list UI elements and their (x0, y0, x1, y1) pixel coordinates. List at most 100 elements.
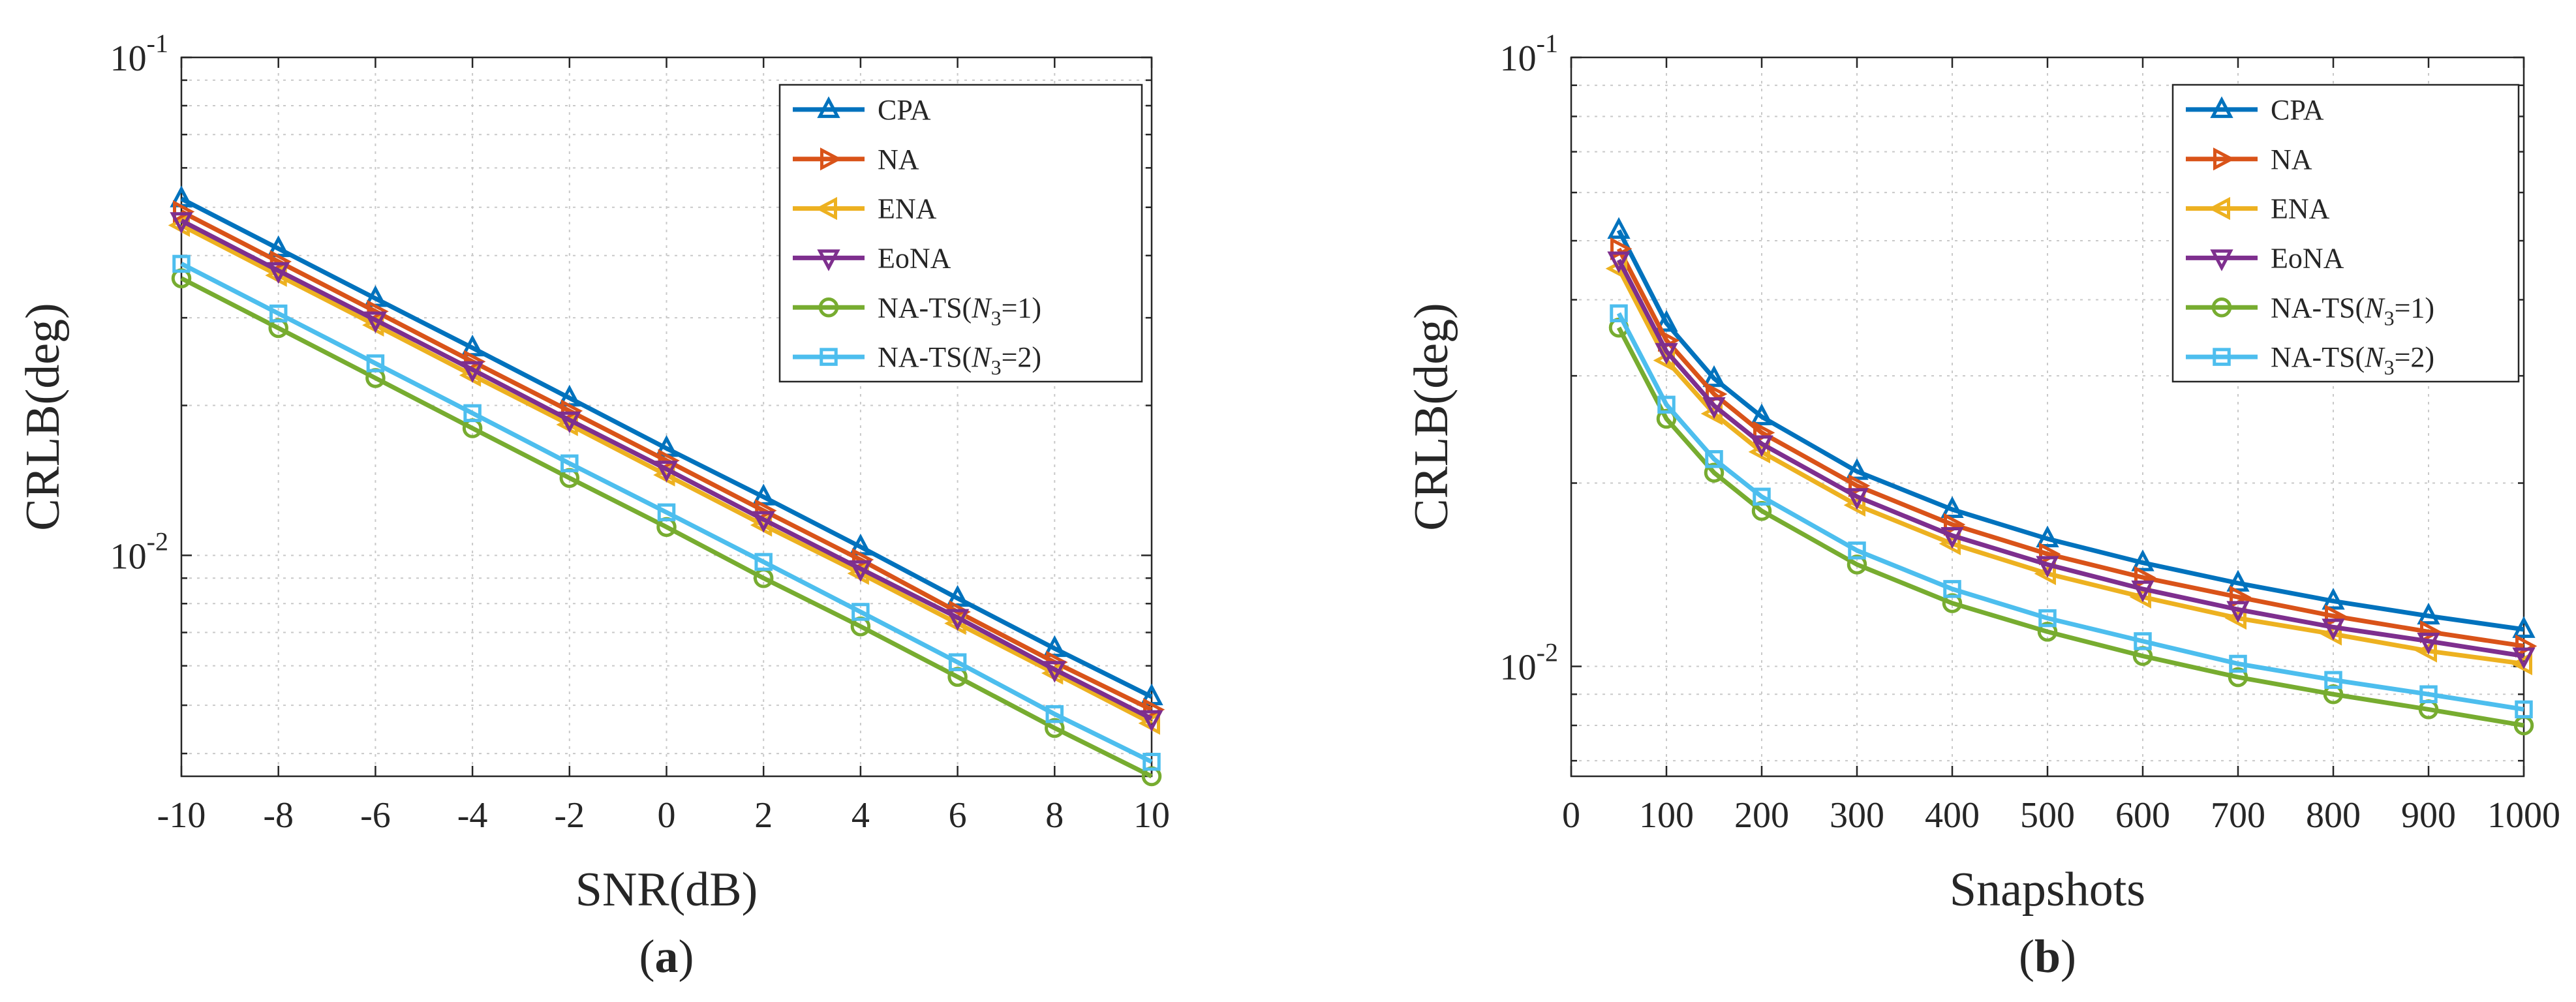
data-point (658, 449, 680, 472)
legend-marker (2210, 96, 2233, 118)
data-point (1750, 403, 1773, 425)
y-tick-label: 10-1 (110, 29, 168, 79)
data-point (2512, 616, 2536, 638)
x-tick-label: 0 (658, 795, 676, 836)
legend-label: NA (2271, 144, 2312, 175)
data-point (2322, 588, 2345, 610)
series-EoNA (1607, 251, 2536, 669)
series-line (180, 276, 1153, 779)
data-point (1750, 435, 1773, 457)
data-point (2037, 622, 2058, 642)
x-tick-label: 0 (1562, 795, 1580, 836)
legend-marker (815, 196, 837, 220)
x-tick-label: 100 (1639, 795, 1694, 836)
x-tick-label: 500 (2020, 795, 2075, 836)
legend-marker (820, 147, 842, 171)
legend-box (778, 84, 1143, 383)
legend-box (2171, 84, 2520, 383)
legend-item: NA-TS(N3=2) (793, 341, 1041, 379)
data-point (170, 212, 193, 234)
data-point (1140, 710, 1163, 732)
legend-marker (2210, 249, 2233, 271)
chart-a: -10 -8 -6 -4 -2 0 2 4 6 8 10 10-1 10-2 SNR(dB) CRLB(de… (16, 29, 1170, 982)
x-tick-label: -2 (554, 795, 585, 836)
data-point (948, 653, 967, 671)
series-line (1616, 229, 2524, 632)
data-point (1655, 310, 1678, 332)
series-line (180, 219, 1153, 721)
legend-item: NA (2186, 144, 2312, 175)
x-tick-label: -8 (263, 795, 294, 836)
y-axis-label: CRLB(deg) (1405, 303, 1458, 530)
x-tick-label: 700 (2211, 795, 2265, 836)
legend-item: CPA (793, 94, 931, 126)
data-point (560, 454, 579, 473)
x-tick-label: 300 (1830, 795, 1884, 836)
x-tick-label: -10 (157, 795, 206, 836)
x-tick-label: 400 (1925, 795, 1980, 836)
legend-label: EoNA (2271, 242, 2344, 274)
data-point (363, 311, 388, 333)
x-tick-label: 4 (851, 795, 870, 836)
legend-item: NA-TS(N3=1) (2186, 292, 2434, 329)
data-point (1702, 397, 1726, 419)
chart-b: 0 100 200 300 400 500 600 700 800 900 1000 10-1 10-2… (1405, 29, 2560, 982)
data-point (2417, 632, 2440, 655)
series-EoNA (170, 212, 1163, 732)
legend: CPA NA ENA EoNA NA-TS(N3=1) NA-TS(N3=2) (2171, 84, 2520, 383)
data-point (2324, 671, 2342, 690)
figure-caption: (a) (639, 930, 694, 982)
legend-label: NA (878, 144, 919, 175)
data-point (1705, 449, 1723, 468)
data-point (1702, 365, 1726, 387)
data-point (2417, 602, 2440, 625)
data-point (2322, 618, 2345, 641)
legend-label: CPA (2271, 94, 2324, 126)
data-point (1657, 395, 1676, 414)
data-point (2229, 654, 2247, 673)
data-point (558, 411, 581, 434)
legend-label: EoNA (878, 242, 951, 274)
legend-marker (2211, 297, 2232, 318)
data-point (2512, 647, 2536, 669)
data-point (366, 354, 385, 372)
x-tick-label: 600 (2115, 795, 2170, 836)
y-axis-label: CRLB(deg) (16, 303, 70, 530)
data-point (269, 304, 288, 323)
data-point (2131, 580, 2154, 603)
data-point (752, 511, 775, 533)
data-point (172, 254, 191, 273)
x-tick-label: 900 (2401, 795, 2456, 836)
data-point (2036, 556, 2059, 578)
data-point (267, 262, 290, 284)
x-axis-label: SNR(dB) (575, 863, 758, 917)
data-point (1043, 661, 1066, 683)
data-point (849, 560, 872, 583)
series-CPA (1607, 217, 2536, 638)
legend-marker (818, 297, 839, 318)
series-CPA (170, 185, 1163, 706)
legend-marker (2213, 147, 2235, 171)
legend-marker (2213, 348, 2231, 366)
data-point (654, 461, 679, 483)
data-point (2510, 652, 2532, 676)
legend-label: NA-TS(N3=2) (2271, 341, 2434, 379)
legend-item: ENA (2186, 193, 2330, 225)
data-point (851, 548, 874, 571)
series-line (180, 209, 1153, 712)
legend-label: ENA (878, 193, 937, 225)
legend-label: NA-TS(N3=2) (878, 341, 1041, 379)
data-point (1753, 487, 1771, 506)
x-tick-label: 800 (2306, 795, 2361, 836)
data-point (461, 361, 484, 384)
data-point (2038, 609, 2057, 628)
x-axis-label: Snapshots (1950, 863, 2145, 917)
series-NA-TS(N3=2) (172, 254, 1161, 771)
data-point (945, 609, 970, 631)
legend-item: CPA (2186, 94, 2324, 126)
data-point (2036, 525, 2059, 547)
data-point (2226, 601, 2250, 623)
data-point (1143, 698, 1165, 721)
data-point (657, 503, 676, 522)
y-tick-label: 10-2 (110, 526, 168, 577)
